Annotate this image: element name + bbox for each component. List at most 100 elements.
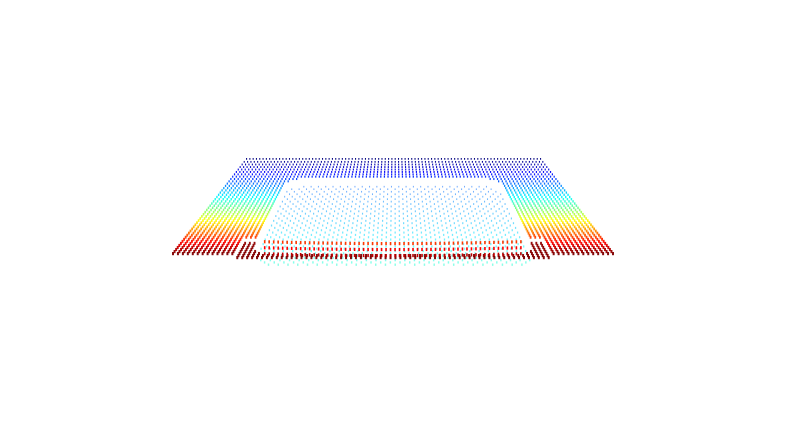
point (287, 236, 290, 239)
point (220, 206, 222, 210)
point (530, 158, 532, 160)
point (194, 235, 196, 239)
point (401, 170, 403, 173)
point (212, 223, 214, 227)
point (505, 180, 507, 183)
point (593, 233, 596, 237)
point (312, 229, 314, 232)
point (409, 198, 412, 201)
point (267, 182, 270, 185)
point (363, 198, 365, 201)
point (538, 204, 541, 207)
point (487, 233, 489, 236)
point (523, 180, 526, 183)
point (237, 168, 239, 171)
point (361, 212, 364, 215)
point (270, 166, 272, 168)
point (541, 184, 544, 187)
point (545, 231, 548, 235)
point (300, 203, 302, 205)
point (512, 222, 515, 225)
point (379, 261, 382, 264)
point (288, 212, 290, 215)
point (326, 163, 328, 166)
point (260, 258, 262, 262)
point (384, 168, 386, 171)
point (344, 217, 346, 220)
point (302, 158, 304, 160)
point (215, 225, 217, 229)
point (216, 237, 218, 241)
point (250, 219, 252, 222)
point (316, 263, 318, 266)
point (579, 215, 582, 218)
point (550, 187, 553, 190)
point (374, 160, 376, 163)
point (473, 256, 476, 260)
point (390, 215, 392, 218)
point (356, 224, 358, 227)
point (270, 178, 272, 181)
point (500, 258, 502, 262)
point (289, 200, 291, 203)
point (365, 253, 367, 258)
point (204, 233, 207, 237)
point (417, 193, 419, 196)
point (204, 247, 207, 252)
point (556, 241, 559, 245)
point (303, 256, 306, 260)
point (520, 217, 522, 220)
point (459, 229, 461, 232)
point (403, 222, 405, 225)
point (385, 253, 387, 258)
point (515, 191, 517, 194)
point (348, 198, 350, 201)
point (291, 238, 293, 241)
point (348, 173, 350, 176)
point (287, 173, 289, 176)
point (330, 256, 333, 260)
point (243, 251, 246, 256)
point (557, 215, 560, 218)
point (323, 203, 326, 205)
point (228, 206, 231, 210)
point (459, 212, 461, 215)
point (455, 210, 457, 213)
point (527, 256, 530, 260)
point (239, 215, 242, 218)
point (246, 198, 248, 201)
point (563, 223, 566, 227)
point (424, 229, 427, 232)
point (572, 217, 574, 220)
point (243, 184, 246, 187)
point (391, 170, 393, 173)
point (231, 191, 233, 194)
point (539, 193, 542, 196)
point (237, 182, 240, 185)
point (359, 168, 361, 171)
point (295, 205, 297, 208)
point (227, 202, 229, 205)
point (343, 163, 345, 166)
point (402, 193, 404, 196)
point (202, 243, 205, 247)
point (527, 163, 529, 166)
point (231, 202, 233, 205)
point (247, 195, 250, 199)
point (504, 245, 507, 248)
point (277, 178, 279, 181)
point (480, 215, 483, 218)
point (382, 200, 385, 203)
point (216, 206, 218, 210)
point (275, 233, 277, 236)
point (532, 208, 535, 212)
point (259, 210, 261, 214)
point (523, 256, 526, 260)
point (513, 233, 515, 236)
point (430, 236, 432, 239)
point (442, 166, 445, 168)
point (438, 188, 440, 191)
point (394, 160, 396, 163)
point (441, 224, 443, 227)
